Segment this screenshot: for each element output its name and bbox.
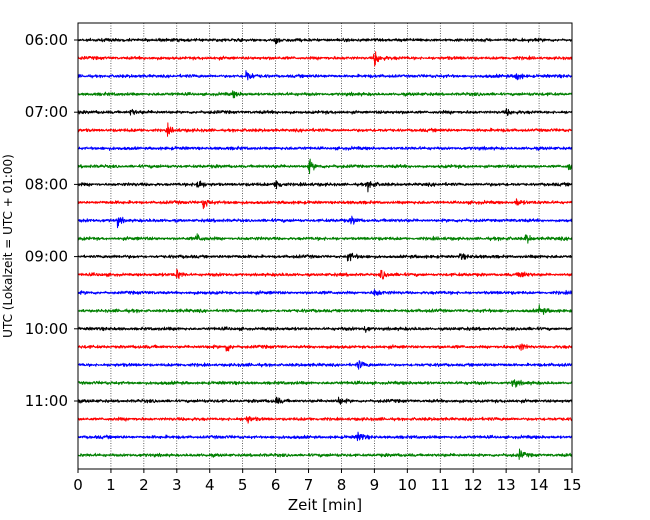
trace-4 bbox=[77, 108, 573, 116]
trace-17 bbox=[77, 343, 573, 352]
x-axis-ticks: 0 1 2 3 4 5 6 7 8 9 10 11 12 13 14 15 bbox=[73, 469, 582, 494]
trace-2 bbox=[77, 70, 573, 81]
x-tick-label-15: 15 bbox=[562, 476, 581, 494]
trace-23 bbox=[77, 448, 573, 460]
trace-0 bbox=[77, 37, 573, 45]
trace-1 bbox=[77, 51, 573, 67]
trace-12 bbox=[77, 252, 573, 262]
y-tick-label-07:00: 07:00 bbox=[25, 103, 68, 121]
x-axis-label: Zeit [min] bbox=[288, 496, 362, 514]
trace-6 bbox=[77, 145, 573, 151]
trace-18 bbox=[77, 360, 573, 370]
x-tick-label-13: 13 bbox=[497, 476, 516, 494]
trace-8 bbox=[77, 180, 573, 193]
plot-frame bbox=[77, 22, 573, 470]
y-axis-ticks: 06:00 07:00 08:00 09:00 10:00 11:00 bbox=[25, 31, 78, 410]
trace-10 bbox=[77, 215, 573, 229]
trace-22 bbox=[77, 431, 573, 442]
x-tick-label-7: 7 bbox=[304, 476, 314, 494]
trace-3 bbox=[77, 90, 573, 99]
y-tick-label-11:00: 11:00 bbox=[25, 392, 68, 410]
x-tick-label-12: 12 bbox=[464, 476, 483, 494]
y-tick-label-10:00: 10:00 bbox=[25, 320, 68, 338]
trace-9 bbox=[77, 198, 573, 210]
y-tick-label-06:00: 06:00 bbox=[25, 31, 68, 49]
y-tick-label-08:00: 08:00 bbox=[25, 175, 68, 193]
x-tick-label-8: 8 bbox=[337, 476, 347, 494]
trace-11 bbox=[77, 233, 573, 244]
seismic-traces bbox=[77, 37, 573, 460]
trace-14 bbox=[77, 289, 573, 296]
x-tick-label-11: 11 bbox=[431, 476, 450, 494]
grid-lines bbox=[110, 23, 540, 469]
trace-13 bbox=[77, 268, 573, 280]
x-tick-label-14: 14 bbox=[530, 476, 549, 494]
trace-7 bbox=[77, 158, 573, 175]
x-tick-label-10: 10 bbox=[398, 476, 417, 494]
trace-19 bbox=[77, 379, 573, 388]
trace-15 bbox=[77, 304, 573, 315]
x-tick-label-5: 5 bbox=[238, 476, 248, 494]
x-tick-label-9: 9 bbox=[370, 476, 380, 494]
x-tick-label-6: 6 bbox=[271, 476, 281, 494]
x-tick-label-0: 0 bbox=[73, 476, 83, 494]
trace-16 bbox=[77, 325, 573, 333]
trace-5 bbox=[77, 122, 573, 137]
x-tick-label-3: 3 bbox=[172, 476, 182, 494]
y-tick-label-09:00: 09:00 bbox=[25, 248, 68, 266]
x-tick-label-2: 2 bbox=[139, 476, 149, 494]
trace-21 bbox=[77, 416, 573, 424]
trace-20 bbox=[77, 396, 573, 405]
x-tick-label-1: 1 bbox=[106, 476, 116, 494]
y-axis-label: UTC (Lokalzeit = UTC + 01:00) bbox=[1, 154, 15, 338]
x-tick-label-4: 4 bbox=[205, 476, 215, 494]
